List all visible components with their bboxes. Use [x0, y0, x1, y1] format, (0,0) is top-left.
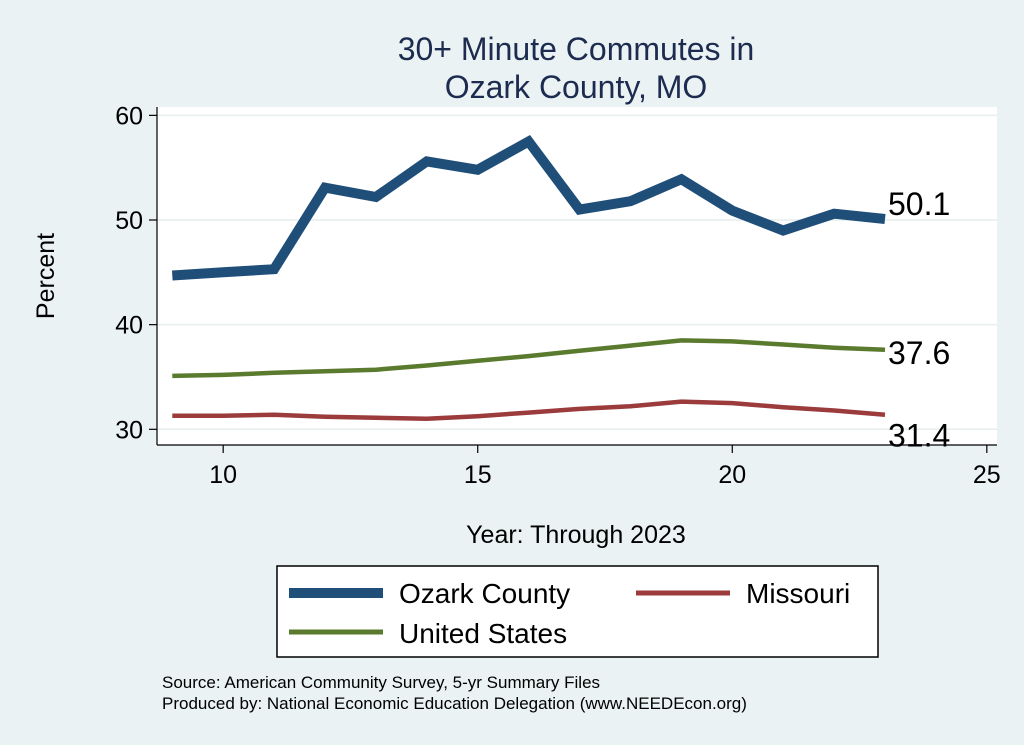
end-label-missouri: 31.4	[888, 418, 950, 454]
x-tick-label-15: 15	[464, 461, 492, 489]
end-label-ozark-county: 50.1	[888, 186, 950, 222]
legend-label-missouri: Missouri	[746, 578, 850, 609]
series-lines	[171, 135, 886, 422]
y-tick-label-40: 40	[115, 312, 143, 340]
grid-lines	[157, 114, 997, 431]
x-axis-title: Year: Through 2023	[466, 521, 686, 549]
series-line-missouri	[172, 399, 886, 422]
source-line-1: Source: American Community Survey, 5-yr …	[162, 673, 600, 692]
chart-title-line-2: Ozark County, MO	[445, 69, 708, 105]
axes	[149, 107, 997, 453]
tick-labels: 30 40 50 60 10 15 20 25	[115, 102, 1001, 489]
end-label-united-states: 37.6	[888, 335, 950, 371]
source-line-2: Produced by: National Economic Education…	[162, 694, 747, 713]
y-tick-label-30: 30	[115, 416, 143, 444]
plot-area	[157, 107, 997, 445]
legend-label-ozark-county: Ozark County	[399, 578, 570, 609]
series-line-united-states	[172, 338, 886, 379]
x-tick-label-25: 25	[973, 461, 1001, 489]
x-tick-label-20: 20	[718, 461, 746, 489]
chart-title-line-1: 30+ Minute Commutes in	[398, 31, 755, 67]
x-tick-label-10: 10	[209, 461, 237, 489]
series-line-ozark-county	[171, 135, 886, 281]
legend-label-united-states: United States	[399, 618, 567, 649]
y-axis-title: Percent	[32, 233, 60, 319]
y-tick-label-60: 60	[115, 102, 143, 130]
legend: Ozark County Missouri United States	[276, 565, 879, 658]
end-labels: 50.1 37.6 31.4	[888, 186, 950, 454]
y-tick-label-50: 50	[115, 207, 143, 235]
legend-box	[276, 565, 879, 658]
